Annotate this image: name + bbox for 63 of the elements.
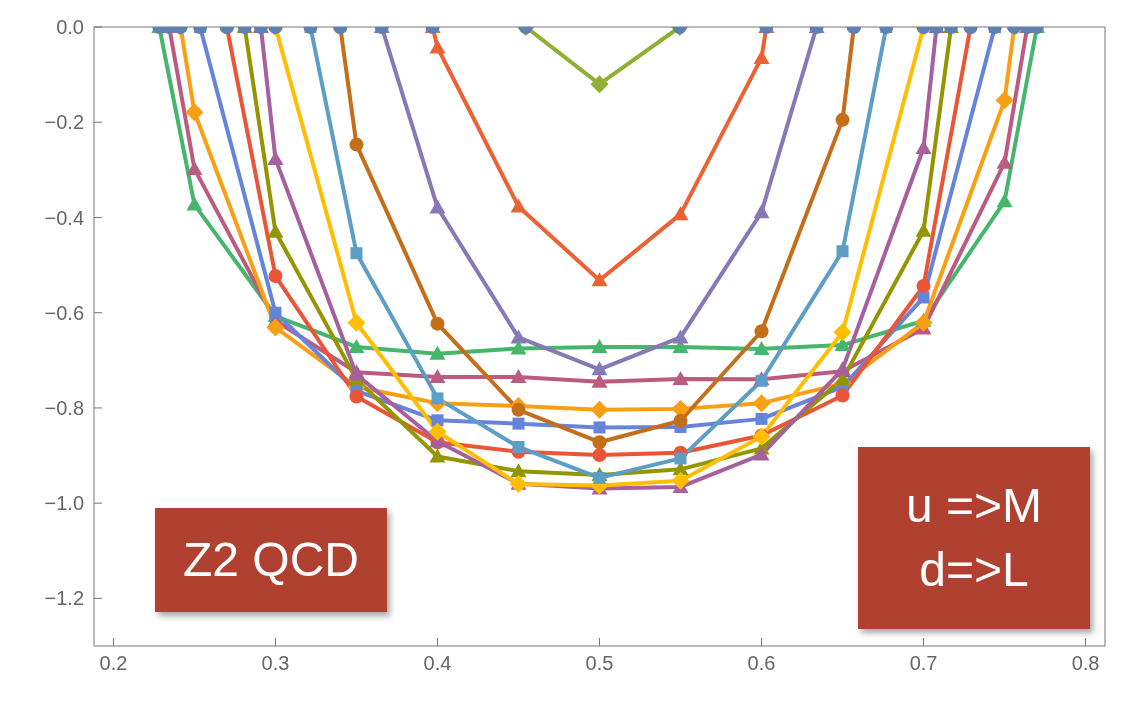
point	[592, 435, 607, 450]
y-tick-label: −0.2	[44, 111, 84, 134]
point	[755, 412, 768, 425]
point	[591, 373, 608, 388]
y-tick-label: 0.0	[56, 16, 84, 39]
point	[510, 329, 527, 344]
x-tick-label: 0.3	[261, 652, 290, 675]
point	[671, 471, 690, 490]
point	[834, 337, 851, 352]
point	[752, 394, 771, 413]
point	[347, 313, 366, 332]
point	[509, 475, 528, 494]
y-tick-label: −0.4	[44, 206, 84, 229]
point	[592, 448, 607, 463]
point	[672, 370, 689, 385]
point	[591, 361, 608, 376]
point	[593, 421, 606, 434]
point	[753, 340, 770, 355]
x-tick-label: 0.4	[423, 652, 452, 675]
point	[914, 313, 933, 332]
point	[268, 269, 283, 284]
point	[269, 306, 282, 319]
y-tick-label: −0.6	[44, 301, 84, 324]
point	[754, 324, 769, 339]
x-tick-label: 0.8	[1071, 652, 1100, 675]
x-tick-label: 0.6	[747, 652, 776, 675]
annotation: u =>M d=>L	[905, 478, 1043, 598]
point	[591, 338, 608, 353]
point	[590, 400, 609, 419]
x-tick-label: 0.2	[99, 652, 128, 675]
point	[431, 414, 444, 427]
point	[672, 329, 689, 344]
point	[428, 422, 447, 441]
y-tick-label: −1.0	[44, 492, 84, 515]
point	[429, 345, 446, 360]
point	[350, 247, 363, 260]
point	[348, 338, 365, 353]
point	[591, 272, 608, 287]
point	[917, 291, 930, 304]
point	[430, 316, 445, 331]
point	[510, 368, 527, 383]
point	[593, 471, 606, 484]
point	[429, 368, 446, 383]
point	[673, 413, 688, 428]
point	[833, 323, 852, 342]
point	[266, 318, 285, 337]
point	[511, 402, 526, 417]
point	[431, 392, 444, 405]
point	[429, 448, 446, 463]
annotation: Z2 QCD	[182, 532, 359, 588]
point	[510, 463, 527, 478]
x-tick-label: 0.5	[585, 652, 614, 675]
y-tick-label: −0.8	[44, 397, 84, 420]
point	[512, 417, 525, 430]
point	[349, 389, 364, 404]
point	[674, 452, 687, 465]
y-tick-label: −1.2	[44, 587, 84, 610]
point	[753, 446, 770, 461]
point	[512, 440, 525, 453]
x-tick-label: 0.7	[909, 652, 938, 675]
point	[916, 279, 931, 294]
point	[835, 388, 850, 403]
point	[836, 245, 849, 258]
